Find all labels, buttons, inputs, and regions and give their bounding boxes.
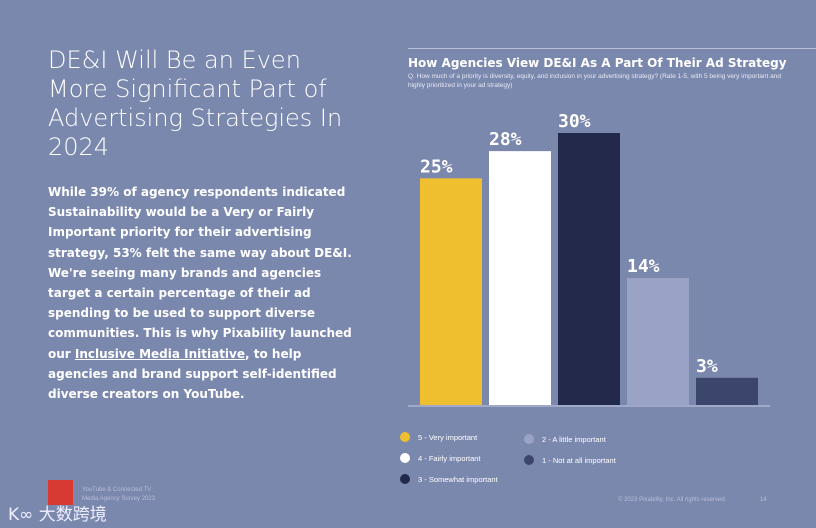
body-text-part: While 39% of agency respondents indicate…	[48, 185, 352, 361]
legend-swatch	[524, 455, 534, 465]
watermark-text: 大数跨境	[38, 505, 107, 525]
body-text-part: , to help agencies and brand support sel…	[48, 346, 337, 402]
legend-item: 4 - Fairly important	[400, 453, 481, 463]
legend-swatch	[400, 474, 410, 484]
legend-swatch	[400, 432, 410, 442]
body-text: While 39% of agency respondents indicate…	[48, 182, 358, 404]
chart-title: How Agencies View DE&I As A Part Of Thei…	[408, 56, 787, 70]
legend-item: 2 - A little important	[524, 434, 606, 444]
divider	[408, 48, 816, 49]
data-label: 30%	[558, 111, 591, 132]
page-number: 14	[760, 497, 767, 503]
inclusive-media-link[interactable]: Inclusive Media Initiative	[74, 346, 245, 361]
data-label: 3%	[696, 356, 718, 377]
report-name-1: YouTube & Connected TV	[82, 487, 152, 493]
pixability-logo	[48, 480, 73, 505]
data-label: 14%	[627, 256, 660, 277]
legend-label: 2 - A little important	[542, 434, 606, 444]
data-label: 25%	[420, 156, 453, 177]
legend-swatch	[400, 453, 410, 463]
bar-2	[627, 278, 689, 405]
legend-item: 5 - Very important	[400, 432, 477, 442]
bar-chart: 25% 28% 30% 14% 3%	[408, 111, 770, 407]
legend-label: 5 - Very important	[418, 432, 478, 442]
watermark: K∞ 大数跨境	[8, 505, 107, 525]
legend-item: 1 - Not at all important	[524, 455, 616, 465]
bar-5	[420, 178, 482, 405]
report-name-2: Media Agency Survey 2023	[82, 496, 156, 502]
bar-4	[489, 151, 551, 405]
legend-swatch	[524, 434, 534, 444]
chart-subtitle: Q. How much of a priority is diversity, …	[408, 73, 781, 89]
copyright: © 2023 Pixability, Inc. All rights reser…	[618, 497, 727, 503]
legend-item: 3 - Somewhat important	[400, 474, 498, 484]
legend-label: 1 - Not at all important	[542, 455, 616, 465]
bar-3	[558, 133, 620, 405]
data-label: 28%	[489, 129, 522, 150]
bar-1	[696, 377, 758, 405]
legend-label: 4 - Fairly important	[418, 453, 481, 463]
page-title: DE&I Will Be an Even More Significant Pa…	[48, 46, 343, 161]
legend-label: 3 - Somewhat important	[418, 474, 498, 484]
